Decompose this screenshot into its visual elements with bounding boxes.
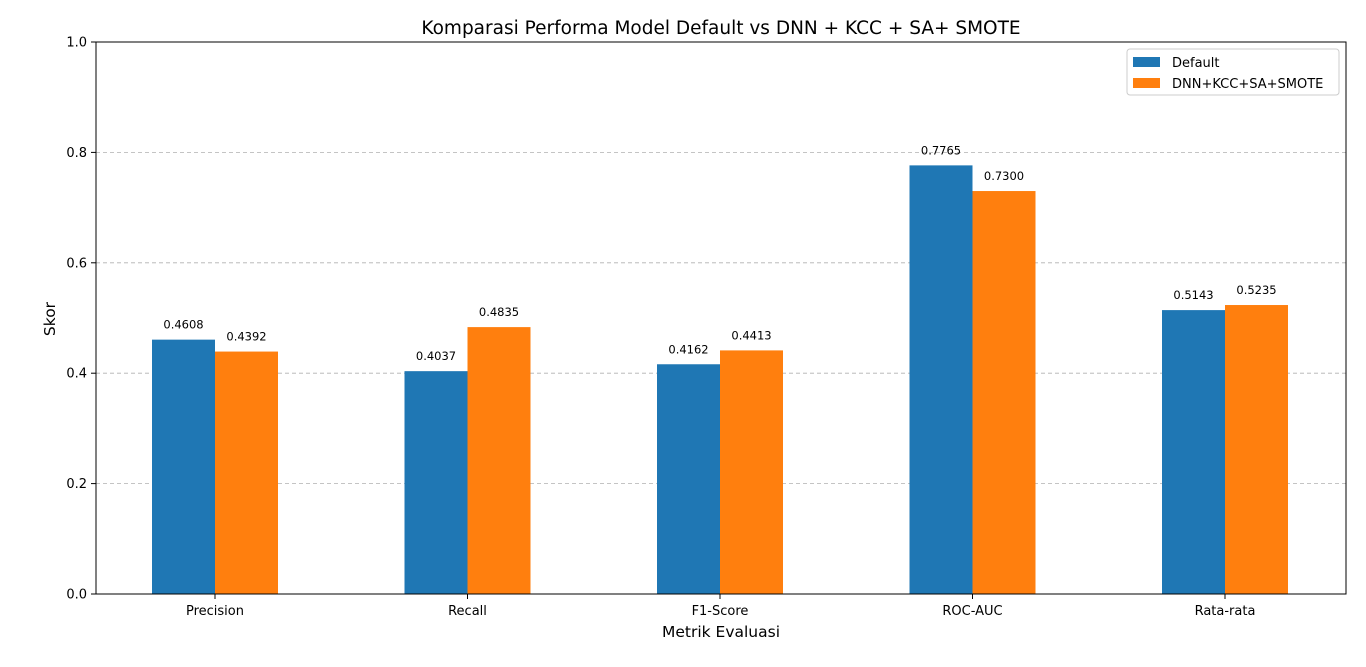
bar-value-label: 0.7765 <box>921 143 961 157</box>
bar-dnn-kcc-sa-smote <box>1225 305 1288 594</box>
y-tick-label: 0.0 <box>66 588 87 603</box>
bar-value-label: 0.4835 <box>479 305 519 319</box>
legend: Default DNN+KCC+SA+SMOTE <box>1126 48 1340 96</box>
chart-title: Komparasi Performa Model Default vs DNN … <box>421 18 1020 39</box>
x-axis-label: Metrik Evaluasi <box>662 623 780 641</box>
legend-swatch <box>1133 78 1160 88</box>
x-tick-label: Recall <box>448 604 487 619</box>
bar-value-label: 0.7300 <box>984 169 1024 183</box>
y-tick-label: 0.6 <box>66 256 87 271</box>
bar-value-label: 0.4037 <box>416 349 456 363</box>
bar-default <box>152 339 215 594</box>
legend-label: DNN+KCC+SA+SMOTE <box>1172 77 1323 92</box>
x-tick-label: Rata-rata <box>1195 604 1256 619</box>
bar-value-label: 0.5235 <box>1236 283 1276 297</box>
bar-value-label: 0.5143 <box>1173 288 1213 302</box>
legend-box <box>1126 48 1340 96</box>
bar-value-label: 0.4608 <box>163 318 203 332</box>
y-axis-label: Skor <box>41 301 59 336</box>
y-tick-label: 1.0 <box>66 36 87 51</box>
plot-frame <box>95 41 1347 595</box>
bar-default <box>1162 310 1225 594</box>
y-tick-label: 0.4 <box>66 367 87 382</box>
bar-dnn-kcc-sa-smote <box>720 350 783 594</box>
x-tick-label: Precision <box>186 604 244 619</box>
legend-label: Default <box>1172 56 1220 71</box>
bar-default <box>657 364 720 594</box>
bar-value-labels: 0.4608 0.4392 0.4037 0.4835 0.4162 0.4413 0.77… <box>163 143 1276 363</box>
legend-swatch <box>1133 57 1160 67</box>
bar-dnn-kcc-sa-smote <box>467 327 531 594</box>
x-tick-label: F1-Score <box>692 604 749 619</box>
bars <box>152 165 1288 595</box>
bar-value-label: 0.4392 <box>226 330 266 344</box>
x-tick-label: ROC-AUC <box>942 604 1002 619</box>
bar-default <box>909 165 973 594</box>
y-tick-label: 0.2 <box>66 477 87 492</box>
y-tick-label: 0.8 <box>66 146 87 161</box>
bar-default <box>404 371 468 594</box>
bar-value-label: 0.4162 <box>668 342 708 356</box>
bar-value-label: 0.4413 <box>731 328 771 342</box>
bar-dnn-kcc-sa-smote <box>972 191 1036 595</box>
bar-dnn-kcc-sa-smote <box>215 351 278 594</box>
axis-ticks: 0.0 0.2 0.4 0.6 0.8 1.0 Precision Recall F1-Scor… <box>66 36 1255 620</box>
